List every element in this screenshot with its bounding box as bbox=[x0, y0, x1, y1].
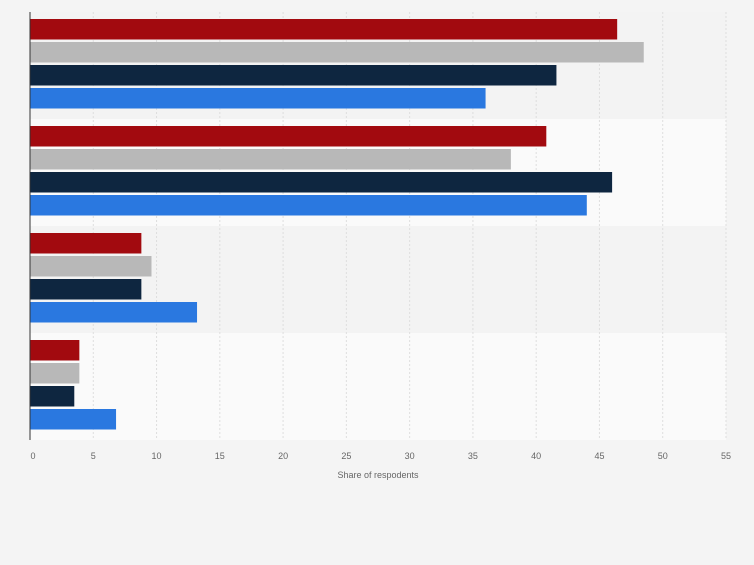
bar[interactable] bbox=[31, 256, 152, 277]
bar[interactable] bbox=[31, 19, 618, 40]
x-tick-label: 15 bbox=[215, 451, 225, 461]
x-tick-labels: 0 5 10 15 20 25 30 35 40 45 50 55 bbox=[30, 451, 731, 461]
bar[interactable] bbox=[31, 302, 198, 323]
x-tick-label: 35 bbox=[468, 451, 478, 461]
bar[interactable] bbox=[31, 340, 80, 361]
chart: 0 5 10 15 20 25 30 35 40 45 50 55 Share of respoden… bbox=[0, 0, 754, 560]
bar[interactable] bbox=[31, 386, 75, 407]
x-tick-label: 0 bbox=[30, 451, 35, 461]
bar[interactable] bbox=[31, 149, 511, 170]
bar[interactable] bbox=[31, 363, 80, 384]
plot-band-4 bbox=[30, 333, 726, 440]
x-tick-label: 25 bbox=[341, 451, 351, 461]
x-axis-label: Share of respodents bbox=[337, 470, 419, 480]
bar[interactable] bbox=[31, 409, 117, 430]
x-tick-label: 20 bbox=[278, 451, 288, 461]
bar[interactable] bbox=[31, 42, 644, 63]
chart-svg: 0 5 10 15 20 25 30 35 40 45 50 55 Share of respoden… bbox=[0, 0, 754, 560]
bar[interactable] bbox=[31, 279, 142, 300]
bar[interactable] bbox=[31, 172, 613, 193]
bar[interactable] bbox=[31, 233, 142, 254]
bar[interactable] bbox=[31, 88, 486, 109]
x-tick-label: 5 bbox=[91, 451, 96, 461]
bar[interactable] bbox=[31, 126, 547, 147]
x-tick-label: 45 bbox=[594, 451, 604, 461]
bar[interactable] bbox=[31, 65, 557, 86]
x-tick-label: 30 bbox=[405, 451, 415, 461]
x-tick-label: 40 bbox=[531, 451, 541, 461]
bar[interactable] bbox=[31, 195, 587, 216]
x-tick-label: 55 bbox=[721, 451, 731, 461]
x-tick-label: 50 bbox=[658, 451, 668, 461]
x-tick-label: 10 bbox=[152, 451, 162, 461]
